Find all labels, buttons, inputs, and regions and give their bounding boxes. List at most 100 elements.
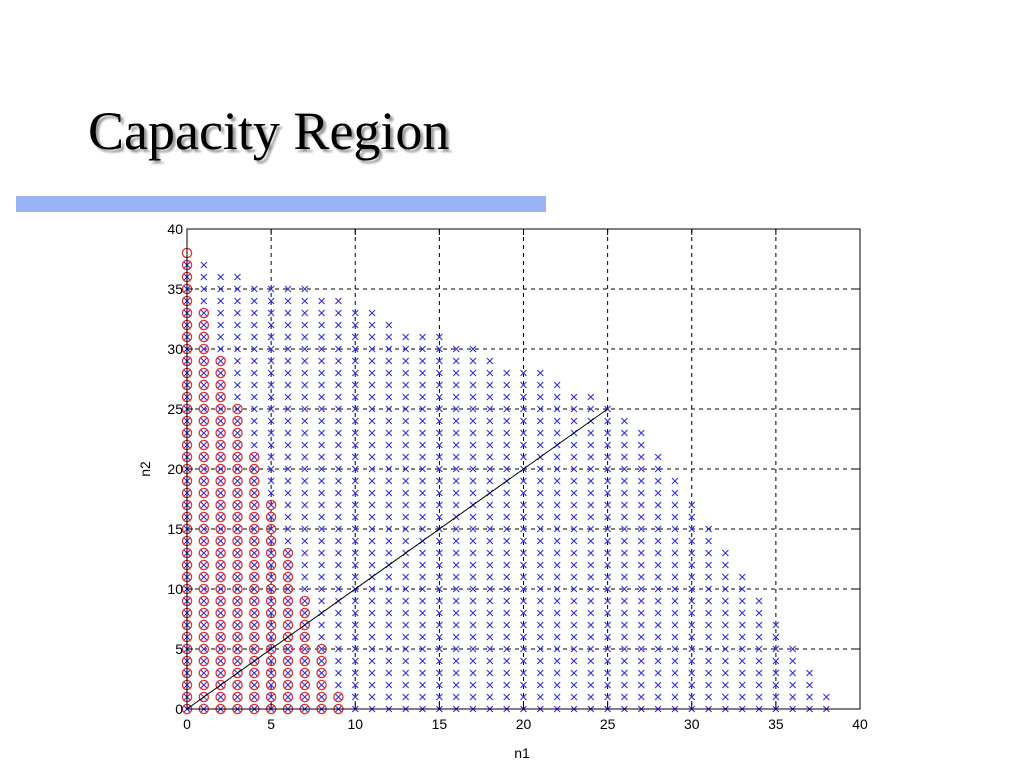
x-marker [553, 525, 561, 533]
x-marker [654, 633, 662, 641]
x-marker [250, 513, 258, 521]
x-marker [351, 561, 359, 569]
x-marker [335, 621, 342, 629]
x-marker [452, 525, 460, 533]
x-marker [520, 489, 527, 497]
x-marker [335, 465, 342, 473]
x-marker [419, 585, 426, 593]
x-marker [318, 633, 325, 641]
x-marker [637, 681, 645, 689]
x-marker [402, 681, 410, 689]
x-marker [217, 453, 225, 461]
x-marker [250, 537, 258, 545]
x-marker [435, 417, 443, 425]
o-marker [198, 487, 210, 499]
x-marker [772, 621, 780, 629]
o-marker [299, 679, 311, 691]
x-marker [604, 585, 612, 593]
x-marker [755, 597, 763, 605]
x-marker [419, 609, 426, 617]
x-marker [419, 345, 426, 353]
x-marker [553, 597, 561, 605]
x-marker [402, 573, 410, 581]
x-marker [301, 561, 309, 569]
o-marker [299, 655, 311, 667]
o-marker [215, 583, 226, 595]
x-marker [688, 573, 696, 581]
o-marker [265, 607, 277, 619]
o-marker [265, 619, 277, 631]
x-marker [284, 393, 292, 401]
o-marker [198, 391, 210, 403]
x-marker [520, 513, 527, 521]
x-marker [621, 441, 628, 449]
x-marker [385, 321, 393, 329]
x-marker [217, 513, 225, 521]
x-marker [335, 657, 342, 665]
x-marker [368, 321, 376, 329]
x-marker [267, 429, 275, 437]
x-marker [654, 645, 662, 653]
x-marker [250, 597, 258, 605]
x-marker [301, 657, 309, 665]
x-marker [301, 393, 309, 401]
x-marker [335, 381, 342, 389]
x-marker [738, 645, 746, 653]
o-marker [215, 487, 226, 499]
x-marker [402, 561, 410, 569]
x-marker [637, 513, 645, 521]
x-marker [402, 357, 410, 365]
o-marker [282, 583, 294, 595]
x-marker [250, 381, 258, 389]
x-marker [536, 489, 544, 497]
x-marker [234, 525, 241, 533]
o-marker [198, 415, 210, 427]
x-marker [503, 621, 511, 629]
x-marker [217, 297, 225, 305]
x-marker [789, 693, 797, 701]
x-marker [419, 441, 426, 449]
x-marker [267, 609, 275, 617]
x-marker [705, 693, 712, 701]
o-marker [198, 403, 210, 415]
x-marker [435, 441, 443, 449]
x-marker [654, 561, 662, 569]
x-marker [385, 681, 393, 689]
x-marker [385, 549, 393, 557]
x-marker [604, 645, 612, 653]
x-marker [486, 537, 494, 545]
o-marker [232, 523, 243, 535]
x-marker [553, 693, 561, 701]
x-marker [722, 645, 729, 653]
x-marker [234, 453, 241, 461]
x-marker [234, 417, 241, 425]
o-marker [265, 535, 277, 547]
x-marker [486, 393, 494, 401]
x-marker [587, 657, 595, 665]
x-marker [200, 321, 208, 329]
x-marker [536, 465, 544, 473]
x-marker [435, 633, 443, 641]
x-marker [368, 645, 376, 653]
x-marker [520, 525, 527, 533]
x-marker [301, 525, 309, 533]
x-marker [671, 585, 679, 593]
x-marker [469, 453, 477, 461]
x-marker [654, 513, 662, 521]
x-marker [536, 597, 544, 605]
x-marker [234, 273, 241, 281]
x-marker [452, 669, 460, 677]
x-marker [368, 477, 376, 485]
x-marker [267, 597, 275, 605]
x-marker [200, 669, 208, 677]
o-marker [249, 463, 260, 475]
x-marker [570, 549, 578, 557]
x-marker [234, 645, 241, 653]
x-marker [402, 537, 410, 545]
x-marker [621, 645, 628, 653]
x-marker [637, 489, 645, 497]
x-marker [419, 513, 426, 521]
x-marker [536, 573, 544, 581]
x-marker [217, 537, 225, 545]
x-marker [318, 693, 325, 701]
